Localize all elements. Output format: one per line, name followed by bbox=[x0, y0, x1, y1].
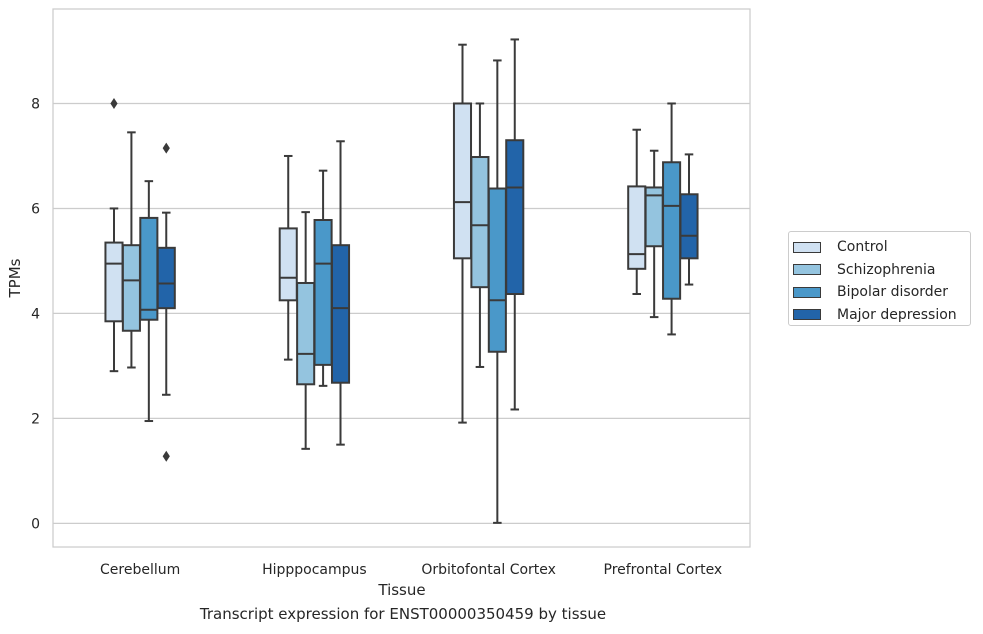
legend-swatch bbox=[793, 241, 821, 253]
box-group bbox=[121, 131, 141, 369]
legend: Control Schizophrenia Bipolar disorder M… bbox=[788, 231, 971, 326]
box-group bbox=[470, 102, 490, 368]
y-tick-label: 4 bbox=[31, 306, 40, 322]
box bbox=[487, 187, 507, 353]
box-group bbox=[505, 38, 525, 411]
box bbox=[278, 227, 298, 302]
box bbox=[156, 246, 176, 310]
box bbox=[470, 156, 490, 289]
x-tick-label: Prefrontal Cortex bbox=[604, 562, 723, 578]
box-group bbox=[296, 211, 316, 450]
box bbox=[139, 216, 159, 321]
y-axis-label: TPMs bbox=[6, 258, 24, 298]
y-tick-label: 0 bbox=[31, 516, 40, 532]
x-tick-label: Orbitofontal Cortex bbox=[421, 562, 556, 578]
box bbox=[662, 161, 682, 300]
legend-label: Control bbox=[837, 239, 888, 256]
chart-caption: Transcript expression for ENST0000035045… bbox=[199, 605, 607, 623]
legend-swatch bbox=[793, 264, 821, 276]
box-group bbox=[662, 102, 682, 336]
box-group bbox=[644, 149, 664, 319]
y-tick-label: 2 bbox=[31, 411, 40, 427]
box-group bbox=[452, 43, 473, 424]
x-axis-label: Tissue bbox=[377, 581, 425, 599]
box-group bbox=[104, 97, 124, 373]
box bbox=[679, 193, 699, 260]
x-axis-ticks: Cerebellum Hipppocampus Orbitofontal Corte… bbox=[100, 562, 722, 578]
box bbox=[330, 244, 351, 384]
box bbox=[313, 219, 333, 366]
legend-item-bipolar-disorder: Bipolar disorder bbox=[793, 281, 970, 304]
plot-frame bbox=[52, 8, 751, 548]
outlier-point bbox=[162, 450, 170, 462]
y-axis-ticks: 0 2 4 6 8 bbox=[31, 96, 40, 532]
y-tick-label: 8 bbox=[31, 96, 40, 112]
box bbox=[505, 139, 525, 296]
y-tick-label: 6 bbox=[31, 201, 40, 217]
box-group bbox=[313, 169, 333, 387]
box-group bbox=[330, 140, 351, 446]
legend-swatch bbox=[793, 286, 821, 298]
box bbox=[121, 244, 141, 332]
box bbox=[452, 102, 473, 260]
box-group bbox=[278, 154, 298, 361]
legend-item-major-depression: Major depression bbox=[793, 304, 970, 327]
legend-label: Schizophrenia bbox=[837, 261, 936, 278]
outlier-point bbox=[162, 142, 170, 154]
legend-item-schizophrenia: Schizophrenia bbox=[793, 259, 970, 282]
x-tick-label: Cerebellum bbox=[100, 562, 180, 578]
box-group bbox=[679, 153, 699, 286]
box-series bbox=[104, 38, 699, 524]
x-tick-label: Hipppocampus bbox=[262, 562, 367, 578]
legend-label: Major depression bbox=[837, 306, 957, 323]
box bbox=[627, 185, 647, 270]
outlier-point bbox=[110, 97, 118, 109]
box bbox=[296, 281, 316, 386]
box-group bbox=[156, 142, 176, 462]
legend-item-control: Control bbox=[793, 236, 970, 259]
box-group bbox=[139, 180, 159, 423]
box-group bbox=[487, 59, 507, 524]
legend-label: Bipolar disorder bbox=[837, 284, 949, 301]
box-group bbox=[627, 128, 647, 296]
legend-swatch bbox=[793, 309, 821, 321]
box bbox=[104, 241, 124, 323]
